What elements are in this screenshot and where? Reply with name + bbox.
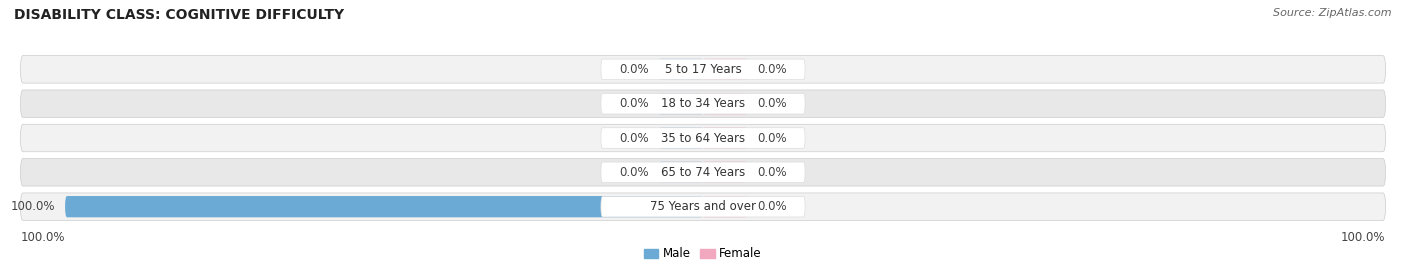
FancyBboxPatch shape [21,159,1385,186]
Text: 0.0%: 0.0% [758,132,787,144]
Text: 65 to 74 Years: 65 to 74 Years [661,166,745,179]
Text: 100.0%: 100.0% [11,200,55,213]
Text: 0.0%: 0.0% [619,63,648,76]
FancyBboxPatch shape [21,193,1385,220]
Text: Source: ZipAtlas.com: Source: ZipAtlas.com [1274,8,1392,18]
FancyBboxPatch shape [703,162,748,183]
FancyBboxPatch shape [658,162,703,183]
FancyBboxPatch shape [21,124,1385,152]
Text: 0.0%: 0.0% [619,132,648,144]
FancyBboxPatch shape [703,196,748,217]
FancyBboxPatch shape [600,59,806,80]
Text: 100.0%: 100.0% [1341,231,1385,244]
FancyBboxPatch shape [600,196,806,217]
FancyBboxPatch shape [21,90,1385,117]
Text: 0.0%: 0.0% [758,63,787,76]
FancyBboxPatch shape [600,94,806,114]
Text: 18 to 34 Years: 18 to 34 Years [661,97,745,110]
Text: 0.0%: 0.0% [758,200,787,213]
Text: 100.0%: 100.0% [21,231,65,244]
Text: 0.0%: 0.0% [619,166,648,179]
Text: 5 to 17 Years: 5 to 17 Years [665,63,741,76]
FancyBboxPatch shape [703,127,748,149]
FancyBboxPatch shape [703,93,748,114]
Text: 0.0%: 0.0% [758,97,787,110]
Text: 75 Years and over: 75 Years and over [650,200,756,213]
FancyBboxPatch shape [21,56,1385,83]
Legend: Male, Female: Male, Female [640,243,766,265]
FancyBboxPatch shape [600,162,806,183]
Text: DISABILITY CLASS: COGNITIVE DIFFICULTY: DISABILITY CLASS: COGNITIVE DIFFICULTY [14,8,344,22]
Text: 0.0%: 0.0% [758,166,787,179]
Text: 35 to 64 Years: 35 to 64 Years [661,132,745,144]
Text: 0.0%: 0.0% [619,97,648,110]
FancyBboxPatch shape [65,196,703,217]
FancyBboxPatch shape [703,59,748,80]
FancyBboxPatch shape [600,128,806,148]
FancyBboxPatch shape [658,127,703,149]
FancyBboxPatch shape [658,93,703,114]
FancyBboxPatch shape [658,59,703,80]
